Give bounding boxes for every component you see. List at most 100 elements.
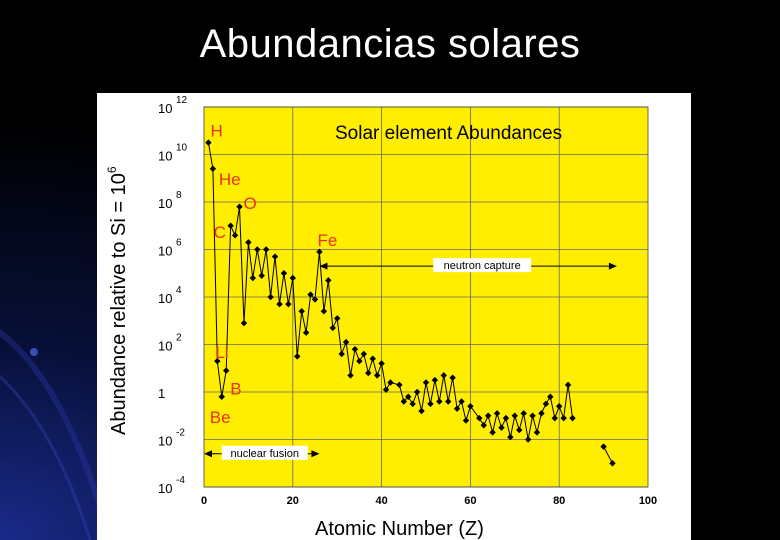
data-point	[507, 433, 514, 441]
data-point	[329, 324, 336, 332]
data-point	[467, 403, 474, 410]
data-point	[422, 379, 430, 386]
data-point	[378, 360, 385, 367]
element-label-be: Be	[210, 408, 231, 427]
data-point	[271, 253, 279, 260]
neutron-capture-arrowhead-left	[319, 262, 328, 270]
y-tick-exponent: 10	[176, 143, 188, 154]
x-tick-label: 100	[639, 495, 657, 507]
data-point	[311, 296, 319, 303]
data-point	[298, 308, 305, 315]
data-point	[489, 429, 496, 436]
data-point	[524, 436, 532, 443]
data-point	[600, 443, 607, 450]
data-point	[413, 388, 421, 396]
data-point	[462, 417, 470, 424]
data-point	[445, 398, 452, 405]
nuclear-fusion-arrowhead-right	[311, 450, 320, 458]
data-point	[569, 414, 576, 422]
data-point	[236, 203, 243, 210]
element-label-b: B	[230, 380, 241, 399]
data-point	[609, 460, 616, 467]
y-tick-label: 10	[158, 101, 172, 116]
neutron-capture-label: neutron capture	[444, 260, 521, 272]
annotations: neutron capture nuclear fusion	[204, 258, 617, 460]
data-point	[449, 374, 456, 381]
data-point	[347, 372, 354, 379]
y-tick-exponent: 12	[176, 95, 188, 106]
data-point	[334, 315, 341, 322]
y-tick-label: 10	[158, 244, 172, 259]
y-tick-labels: 10 12 10 10 10 8 10 6 10 4 10 2 1 10 -2 10 -4	[158, 95, 188, 496]
x-tick-label: 80	[553, 495, 565, 507]
x-tick-label: 20	[287, 495, 299, 507]
data-point	[267, 293, 274, 301]
data-point	[409, 400, 416, 408]
element-label-li: Li	[215, 343, 228, 362]
nuclear-fusion-label-bg	[221, 445, 308, 460]
y-tick-label: 1	[158, 386, 165, 401]
neutron-capture-label-bg	[433, 258, 532, 273]
slide-title: Abundancias solares	[199, 22, 581, 66]
data-point	[431, 376, 439, 384]
y-tick-label: 10	[158, 196, 172, 211]
nuclear-fusion-label: nuclear fusion	[230, 448, 299, 460]
data-point	[316, 248, 323, 256]
data-point	[458, 398, 465, 405]
data-point	[360, 350, 368, 358]
chart-panel: 10 12 10 10 10 8 10 6 10 4 10 2 1 10 -2 10 -4 0 20 40 60 80 1…	[97, 93, 691, 540]
data-point	[307, 291, 314, 298]
data-point	[387, 379, 394, 386]
data-point	[280, 270, 288, 277]
x-tick-label: 40	[375, 495, 387, 507]
data-point	[427, 400, 434, 408]
data-point	[240, 319, 248, 327]
data-point	[453, 405, 461, 412]
data-point	[254, 246, 261, 253]
data-point	[351, 346, 359, 353]
data-point	[294, 353, 301, 360]
data-point	[205, 139, 212, 146]
element-label-h: H	[210, 122, 222, 141]
data-point	[436, 398, 443, 405]
data-point	[285, 300, 292, 308]
data-point	[249, 274, 257, 282]
data-point	[227, 222, 234, 229]
plot-frame	[203, 106, 649, 488]
data-point	[382, 386, 390, 393]
data-point	[484, 412, 492, 419]
element-label-he: He	[219, 170, 241, 189]
data-point	[440, 372, 447, 379]
data-point	[418, 407, 425, 415]
data-point	[502, 414, 510, 422]
neutron-capture-arrowhead-right	[608, 262, 617, 270]
y-tick-exponent: 8	[176, 190, 182, 201]
data-point	[320, 308, 328, 315]
background-swoosh-decoration	[0, 328, 110, 540]
data-point	[476, 414, 483, 422]
data-point	[480, 422, 487, 429]
data-point	[276, 300, 283, 308]
data-point	[289, 274, 296, 282]
data-point	[533, 429, 541, 436]
data-point	[373, 372, 381, 379]
data-point	[338, 350, 345, 358]
data-point	[218, 393, 225, 400]
y-tick-label: 10	[158, 339, 172, 354]
x-tick-label: 60	[464, 495, 476, 507]
data-point	[223, 367, 230, 374]
nuclear-fusion-arrowhead-left	[204, 450, 212, 458]
y-tick-exponent: 6	[176, 238, 182, 249]
y-tick-label: 10	[158, 291, 172, 306]
data-point	[302, 329, 310, 336]
grid-layer	[203, 106, 649, 488]
data-point	[400, 398, 407, 405]
data-point	[231, 232, 239, 239]
abundance-chart: 10 12 10 10 10 8 10 6 10 4 10 2 1 10 -2 10 -4 0 20 40 60 80 1…	[105, 95, 657, 540]
x-tick-label: 0	[201, 495, 207, 507]
data-point	[396, 381, 403, 389]
y-tick-label: 10	[158, 481, 172, 496]
data-point	[560, 414, 567, 422]
element-label-c: C	[214, 223, 226, 242]
chart-title: Solar element Abundances	[335, 123, 562, 144]
